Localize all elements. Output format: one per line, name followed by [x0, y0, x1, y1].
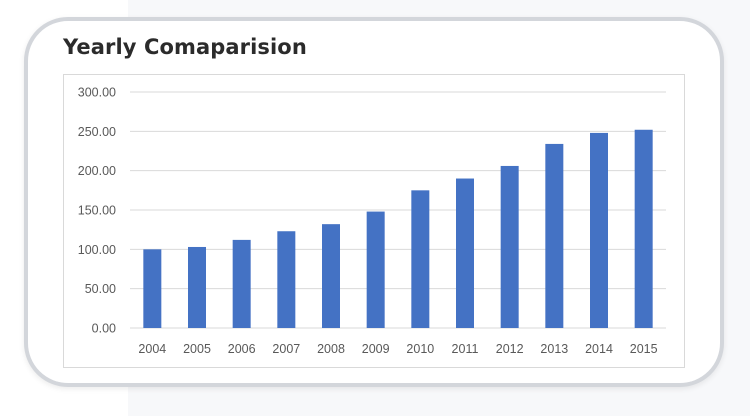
- bar-2009: [366, 211, 385, 328]
- bar-2013: [545, 143, 564, 328]
- x-tick-label: 2012: [496, 342, 524, 356]
- y-tick-label: 300.00: [78, 86, 116, 100]
- x-tick-label: 2014: [585, 342, 613, 356]
- bar-2012: [500, 165, 519, 328]
- y-tick-label: 0.00: [92, 322, 116, 336]
- y-axis: 0.00 50.00 100.00 150.00 200.00 250.00 300.00: [78, 86, 116, 336]
- x-tick-label: 2015: [630, 342, 658, 356]
- x-tick-label: 2011: [452, 342, 479, 356]
- y-tick-label: 250.00: [78, 125, 116, 139]
- gridlines: [130, 91, 666, 329]
- bars: [143, 129, 653, 328]
- x-tick-label: 2007: [272, 342, 300, 356]
- x-tick-label: 2004: [138, 342, 166, 356]
- bar-2004: [143, 249, 162, 328]
- bar-2007: [277, 231, 296, 328]
- x-tick-label: 2013: [540, 342, 568, 356]
- y-tick-label: 200.00: [78, 164, 116, 178]
- bar-2010: [411, 190, 430, 328]
- y-tick-label: 150.00: [78, 204, 116, 218]
- x-tick-label: 2009: [362, 342, 390, 356]
- x-axis: 2004 2005 2006 2007 2008 2009 2010 2011 2012 2013…: [138, 342, 657, 356]
- bar-2015: [634, 129, 653, 328]
- bar-2005: [188, 246, 206, 328]
- y-tick-label: 100.00: [78, 243, 116, 257]
- bar-2006: [232, 239, 251, 328]
- x-tick-label: 2006: [228, 342, 256, 356]
- bar-2008: [322, 224, 340, 328]
- x-tick-label: 2008: [317, 342, 345, 356]
- y-tick-label: 50.00: [85, 282, 116, 296]
- chart-title: Yearly Comaparision: [63, 35, 307, 59]
- x-tick-label: 2010: [406, 342, 434, 356]
- bar-2011: [456, 178, 474, 328]
- x-tick-label: 2005: [183, 342, 211, 356]
- bar-2014: [590, 132, 608, 328]
